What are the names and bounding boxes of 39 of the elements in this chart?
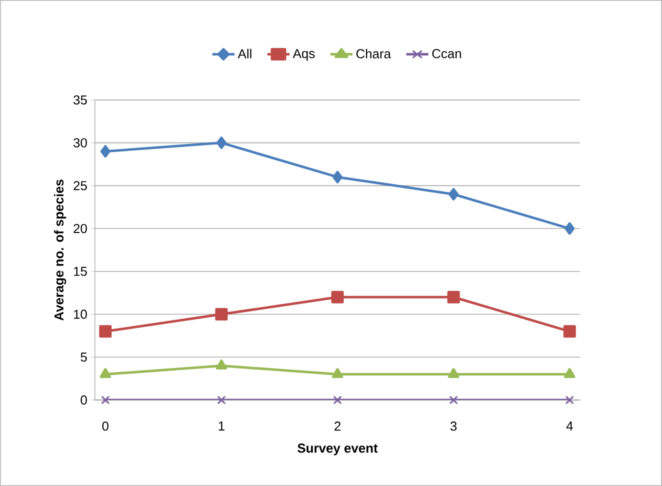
point [449, 396, 458, 404]
point [100, 368, 111, 378]
x-tick-label: 0 [102, 422, 108, 431]
point [100, 145, 110, 158]
x-tick-label: 2 [334, 422, 340, 431]
point [332, 170, 343, 184]
x-tick-label: 1 [218, 422, 224, 430]
point [448, 188, 459, 201]
x-tick-label: 4 [566, 422, 573, 430]
y-tick-label: 30 [74, 138, 87, 148]
legend-label: All [238, 48, 252, 58]
y-tick-label: 0 [80, 395, 87, 405]
x-tick-label: 3 [450, 422, 457, 431]
point [332, 368, 344, 378]
point [564, 222, 575, 235]
point [331, 290, 344, 304]
point [216, 136, 226, 150]
point [565, 396, 574, 404]
point [216, 359, 228, 370]
point [563, 325, 576, 338]
y-tick-label: 25 [74, 181, 87, 190]
point [101, 396, 110, 404]
y-axis-title: Average no. of species [54, 180, 66, 321]
point [448, 368, 460, 378]
point [564, 368, 576, 378]
point [99, 325, 112, 338]
y-tick-label: 15 [74, 266, 87, 276]
point [215, 308, 228, 321]
legend-label: Ccan [432, 49, 461, 58]
point [217, 396, 226, 404]
y-tick-label: 5 [80, 352, 87, 362]
legend-label: Aqs [292, 49, 315, 61]
point [333, 396, 342, 404]
legend-label: Chara [356, 48, 391, 58]
y-tick-label: 20 [74, 224, 87, 234]
x-axis-title: Survey event [298, 444, 378, 456]
y-tick-label: 10 [74, 310, 87, 319]
point [447, 290, 460, 304]
y-tick-label: 35 [74, 95, 87, 105]
